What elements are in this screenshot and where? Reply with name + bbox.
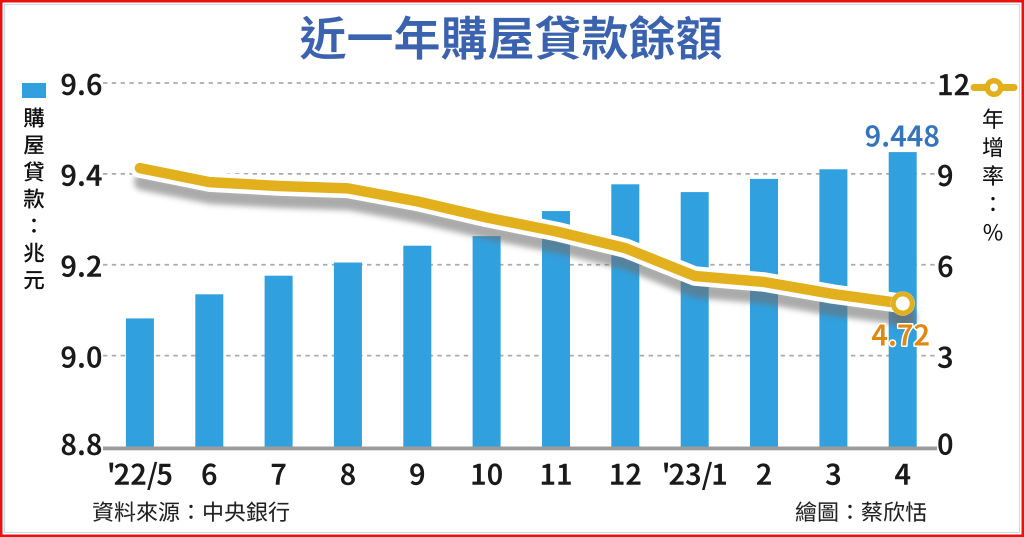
x-tick-'23/1 — [664, 461, 726, 490]
gridlines — [103, 82, 935, 357]
x-axis-line — [103, 446, 937, 451]
x-axis-ticks — [109, 461, 911, 490]
right-tick-6 — [938, 255, 953, 278]
left-axis-ticks — [61, 73, 102, 456]
page-title-text — [300, 15, 722, 60]
right-tick-9 — [938, 164, 953, 187]
left-tick-9.4 — [61, 164, 102, 187]
bar-'23/1 — [680, 192, 709, 448]
source-note-text — [93, 501, 290, 522]
line-series — [130, 158, 917, 330]
x-tick-8 — [340, 463, 355, 486]
x-tick-4 — [895, 463, 911, 485]
line-legend-marker-icon — [984, 78, 1004, 97]
x-tick-11 — [541, 463, 571, 485]
bar-8 — [333, 262, 362, 448]
bar-7 — [264, 275, 293, 448]
bar-9 — [403, 245, 432, 448]
left-tick-9.0 — [61, 346, 102, 369]
bar-legend-swatch-icon — [22, 83, 46, 98]
right-tick-3 — [937, 346, 952, 369]
left-legend — [22, 83, 46, 290]
x-tick-9 — [410, 463, 425, 486]
left-tick-8.8 — [61, 433, 102, 456]
bar-2 — [750, 178, 778, 448]
x-tick-6 — [202, 463, 217, 486]
credit-note-text — [795, 501, 926, 522]
left-legend-text — [23, 107, 45, 290]
bar-'22/5 — [125, 318, 154, 448]
bar-12 — [611, 184, 640, 449]
right-legend — [970, 78, 1018, 241]
right-legend-text — [982, 108, 1003, 241]
growth-line — [134, 162, 908, 309]
bar-10 — [472, 236, 501, 448]
x-tick-'22/5 — [109, 461, 172, 490]
right-tick-12 — [939, 73, 969, 96]
end-marker-icon — [890, 291, 915, 316]
last-point-value-text — [870, 322, 931, 348]
x-tick-10 — [472, 463, 502, 486]
last-bar-value-text — [864, 123, 940, 149]
x-tick-12 — [611, 463, 641, 485]
x-tick-3 — [825, 463, 841, 486]
x-tick-7 — [271, 463, 286, 485]
right-axis-ticks — [937, 73, 969, 456]
left-tick-9.6 — [61, 73, 102, 96]
line-shadow — [133, 174, 913, 326]
left-tick-9.2 — [61, 255, 102, 278]
x-tick-2 — [756, 463, 771, 485]
right-tick-0 — [938, 433, 953, 456]
bar-6 — [195, 294, 224, 448]
